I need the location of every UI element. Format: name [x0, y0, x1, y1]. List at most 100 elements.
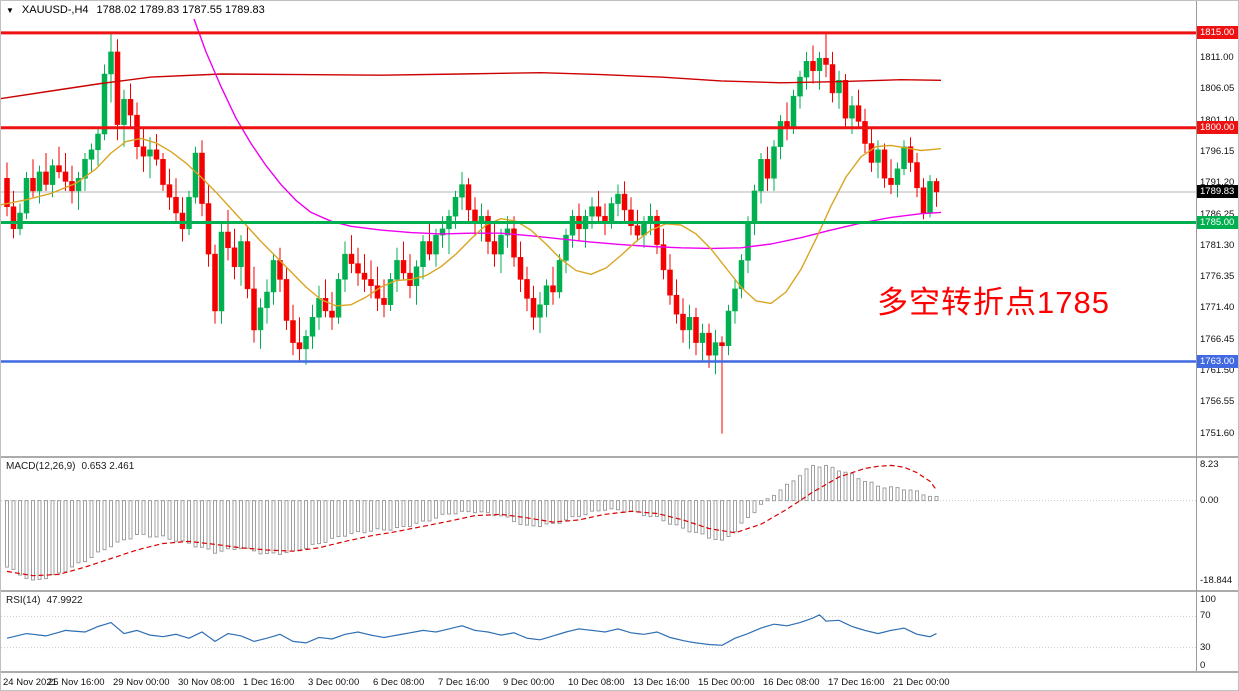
macd-histogram-bar: [895, 487, 900, 502]
macd-histogram-bar: [616, 500, 620, 511]
macd-histogram-bar: [57, 500, 61, 574]
macd-histogram-bar: [63, 500, 68, 573]
candle-body: [23, 178, 30, 214]
down-triangle-icon: ▼: [6, 5, 14, 15]
candle-body: [719, 342, 725, 347]
macd-title: MACD(12,26,9): [6, 461, 76, 472]
macd-histogram-bar: [356, 500, 360, 533]
macd-histogram-bar: [83, 500, 87, 563]
macd-histogram-bar: [128, 500, 133, 540]
candle-body: [153, 149, 160, 160]
candle-body: [933, 181, 940, 193]
macd-histogram-bar: [908, 489, 913, 502]
current-price-badge: 1789.83: [1197, 185, 1238, 199]
macd-histogram-bar: [863, 481, 867, 502]
candle-body: [849, 105, 855, 119]
candle-body: [914, 162, 920, 189]
macd-histogram-bar: [271, 500, 276, 554]
rsi-axis-label: 0: [1200, 660, 1206, 671]
macd-histogram-bar: [746, 500, 750, 519]
rsi-value: 47.9922: [46, 595, 83, 606]
candle-body: [4, 178, 10, 207]
time-axis[interactable]: 24 Nov 2021 25 Nov 16:00 29 Nov 00:00 30 No…: [1, 673, 1238, 690]
macd-histogram-bar: [804, 468, 809, 502]
macd-histogram-bar: [739, 500, 744, 524]
panel-separator-macd-rsi[interactable]: [1, 590, 1238, 592]
macd-histogram-bar: [453, 500, 458, 515]
candle-body: [134, 114, 140, 147]
macd-histogram-bar: [668, 500, 672, 525]
candle-body: [530, 298, 537, 318]
macd-histogram-bar: [278, 500, 282, 555]
macd-histogram-bar: [486, 500, 490, 514]
candle-body: [907, 146, 914, 163]
candle-body: [49, 165, 56, 185]
candle-body: [751, 190, 758, 223]
candle-body: [420, 241, 426, 268]
macd-histogram-bar: [291, 500, 295, 552]
macd-indicator-label: MACD(12,26,9) 0.653 2.461: [6, 461, 140, 472]
candle-body: [368, 279, 374, 286]
candle-body: [225, 231, 231, 249]
candle-body: [621, 193, 628, 211]
candle-body: [244, 241, 251, 290]
macd-values: 0.653 2.461: [81, 461, 135, 472]
rsi-title: RSI(14): [6, 595, 41, 606]
candle-body: [738, 260, 745, 290]
candle-body: [309, 317, 316, 337]
candle-body: [452, 196, 459, 217]
price-axis-label: 1811.00: [1200, 52, 1234, 64]
macd-histogram-bar: [239, 500, 243, 550]
macd-histogram-bar: [843, 471, 848, 502]
macd-histogram-bar: [681, 500, 685, 529]
macd-histogram-bar: [733, 500, 737, 533]
macd-histogram-bar: [369, 500, 373, 532]
macd-histogram-bar: [44, 500, 48, 580]
macd-histogram-bar: [525, 500, 529, 526]
macd-histogram-bar: [674, 500, 679, 526]
candle-body: [322, 298, 329, 312]
candle-body: [634, 225, 641, 236]
time-axis-label: 29 Nov 00:00: [113, 677, 170, 688]
candle-body: [550, 285, 556, 293]
macd-histogram-bar: [661, 500, 666, 522]
candle-body: [563, 234, 569, 261]
macd-histogram-bar: [50, 500, 55, 576]
candle-body: [920, 187, 927, 214]
macd-histogram-bar: [135, 500, 139, 536]
macd-histogram-bar: [161, 500, 165, 537]
panel-separator-main-macd[interactable]: [1, 456, 1238, 458]
macd-histogram-bar: [187, 500, 191, 544]
candle-body: [881, 149, 888, 179]
macd-histogram-bar: [492, 500, 497, 517]
candle-body: [329, 310, 335, 318]
macd-histogram-bar: [505, 500, 510, 518]
macd-histogram-bar: [408, 500, 412, 528]
macd-histogram-bar: [447, 500, 451, 515]
price-axis[interactable]: 1811.00 1806.05 1801.10 1796.15 1791.20 1786.…: [1197, 1, 1238, 690]
candle-body: [374, 285, 381, 299]
macd-histogram-bar: [167, 500, 172, 540]
candle-body: [524, 279, 530, 299]
macd-histogram-bar: [349, 500, 354, 535]
macd-histogram-bar: [245, 500, 250, 549]
price-axis-label: 1776.35: [1200, 271, 1235, 283]
candle-body: [361, 272, 368, 280]
price-axis-label: 1796.15: [1200, 146, 1235, 158]
candle-body: [296, 342, 303, 350]
macd-histogram-bar: [934, 496, 939, 502]
candle-body: [816, 57, 823, 72]
candle-body: [790, 95, 797, 128]
candle-body: [342, 253, 348, 280]
macd-histogram-bar: [109, 500, 113, 548]
candle-body: [303, 336, 309, 350]
candle-body: [179, 212, 186, 230]
candle-body: [712, 342, 719, 356]
macd-histogram-bar: [323, 500, 328, 544]
price-level-badge: 1763.00: [1197, 355, 1238, 369]
candle-body: [218, 231, 225, 312]
candle-body: [160, 159, 166, 185]
price-axis-label: 1791.20: [1200, 177, 1235, 189]
macd-histogram-bar: [193, 500, 198, 548]
